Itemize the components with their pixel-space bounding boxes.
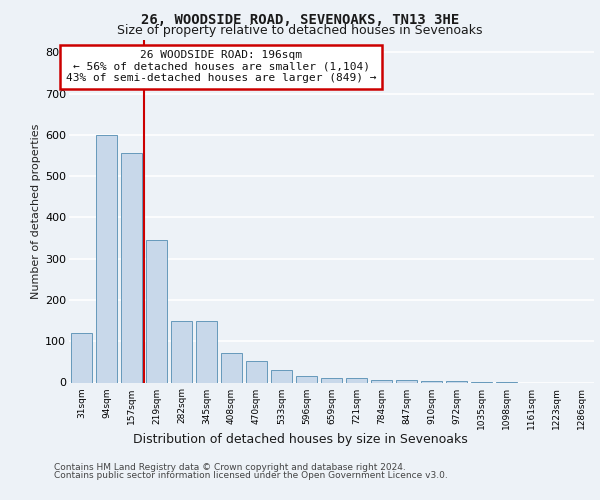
Text: 26, WOODSIDE ROAD, SEVENOAKS, TN13 3HE: 26, WOODSIDE ROAD, SEVENOAKS, TN13 3HE bbox=[141, 12, 459, 26]
Bar bbox=[421, 381, 442, 382]
Bar bbox=[71, 333, 92, 382]
Bar bbox=[396, 380, 417, 382]
Bar bbox=[346, 378, 367, 382]
Text: 26 WOODSIDE ROAD: 196sqm
← 56% of detached houses are smaller (1,104)
43% of sem: 26 WOODSIDE ROAD: 196sqm ← 56% of detach… bbox=[66, 50, 377, 84]
Text: Contains HM Land Registry data © Crown copyright and database right 2024.: Contains HM Land Registry data © Crown c… bbox=[54, 462, 406, 471]
Bar bbox=[171, 322, 192, 382]
Bar bbox=[246, 361, 267, 382]
Bar bbox=[96, 135, 117, 382]
Bar bbox=[196, 322, 217, 382]
Bar bbox=[371, 380, 392, 382]
Bar bbox=[121, 154, 142, 382]
Bar bbox=[271, 370, 292, 382]
Y-axis label: Number of detached properties: Number of detached properties bbox=[31, 124, 41, 299]
Text: Distribution of detached houses by size in Sevenoaks: Distribution of detached houses by size … bbox=[133, 432, 467, 446]
Bar bbox=[221, 353, 242, 382]
Text: Contains public sector information licensed under the Open Government Licence v3: Contains public sector information licen… bbox=[54, 472, 448, 480]
Bar bbox=[146, 240, 167, 382]
Bar bbox=[296, 376, 317, 382]
Text: Size of property relative to detached houses in Sevenoaks: Size of property relative to detached ho… bbox=[117, 24, 483, 37]
Bar bbox=[321, 378, 342, 382]
